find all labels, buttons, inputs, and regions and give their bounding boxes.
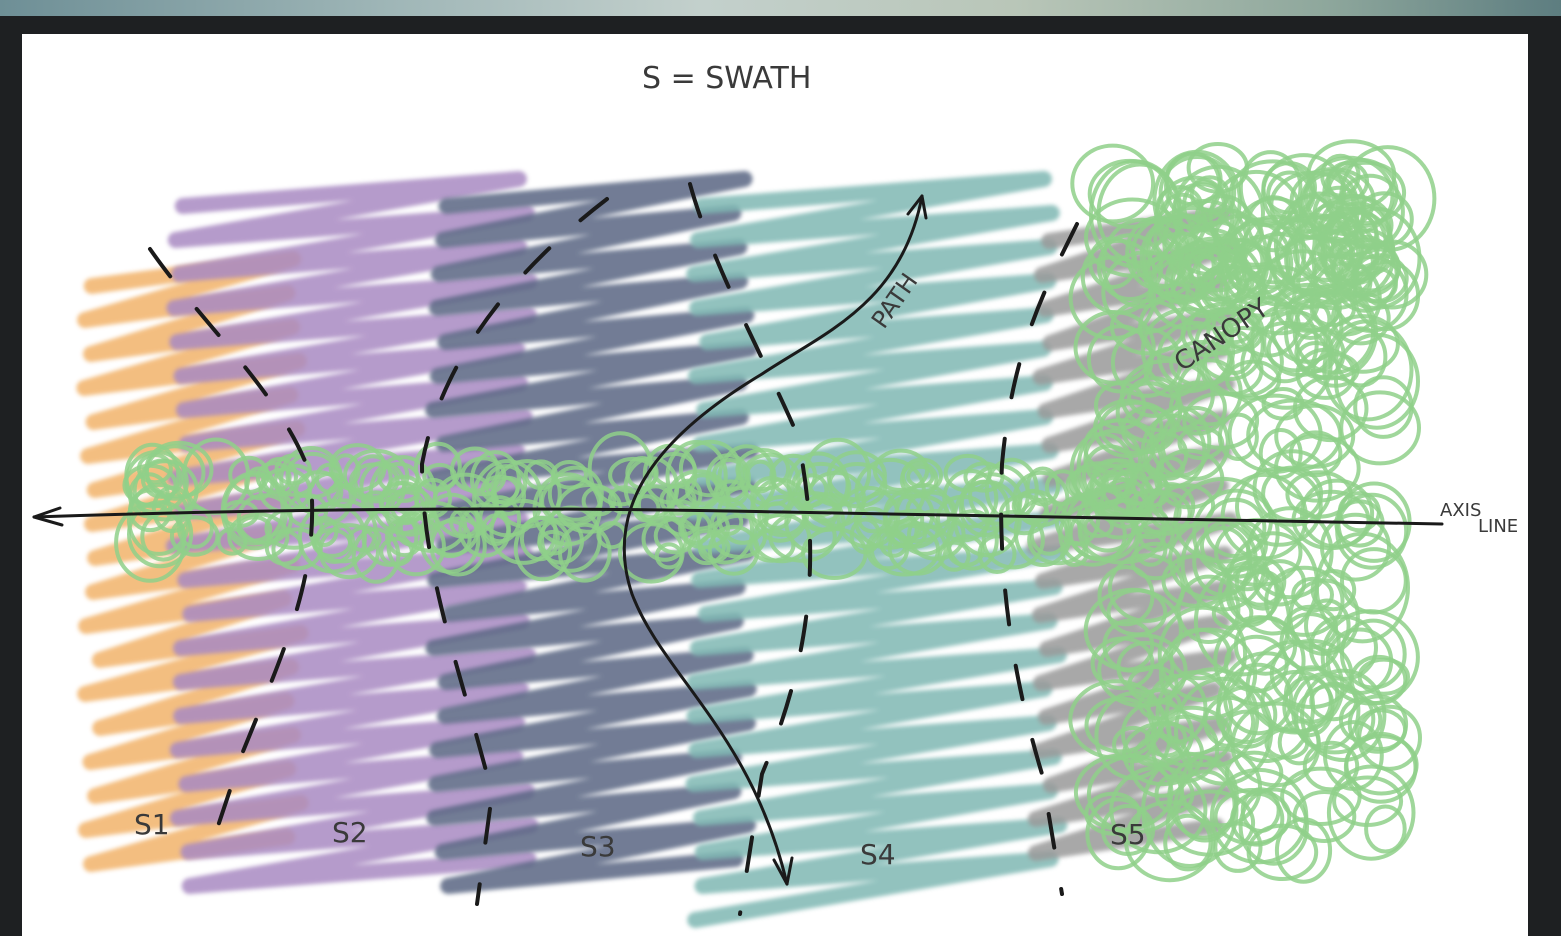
swath-label-s5: S5 [1110, 818, 1146, 851]
swath-dividers [148, 182, 1079, 916]
swath-label-s3: S3 [580, 830, 616, 863]
axis-label-line2: LINE [1478, 516, 1518, 537]
diagram-title: S = SWATH [642, 61, 811, 96]
axis-line [32, 506, 1444, 527]
path-arrow-top-icon [906, 194, 928, 220]
swath-label-s1: S1 [134, 808, 170, 841]
canopy-growth [114, 139, 1437, 884]
axis-label-line1: AXIS [1440, 500, 1481, 521]
swath-fill-2 [165, 171, 539, 894]
swath-divider-1 [148, 247, 315, 846]
path-curve [622, 194, 928, 886]
swath-divider-4 [999, 222, 1079, 896]
background-strip [0, 0, 1561, 20]
swath-divider-3 [688, 182, 813, 916]
path-arrow-bottom-icon [772, 856, 794, 886]
swath-divider-2 [419, 197, 609, 906]
swath-label-s4: S4 [860, 838, 896, 871]
swath-diagram: S = SWATH S1 S2 S3 S4 S5 PATH CANOPY AXI… [32, 61, 1518, 928]
axis-arrow-icon [32, 506, 64, 527]
drawing-canvas: S = SWATH S1 S2 S3 S4 S5 PATH CANOPY AXI… [22, 34, 1528, 936]
swath-label-s2: S2 [332, 816, 368, 849]
